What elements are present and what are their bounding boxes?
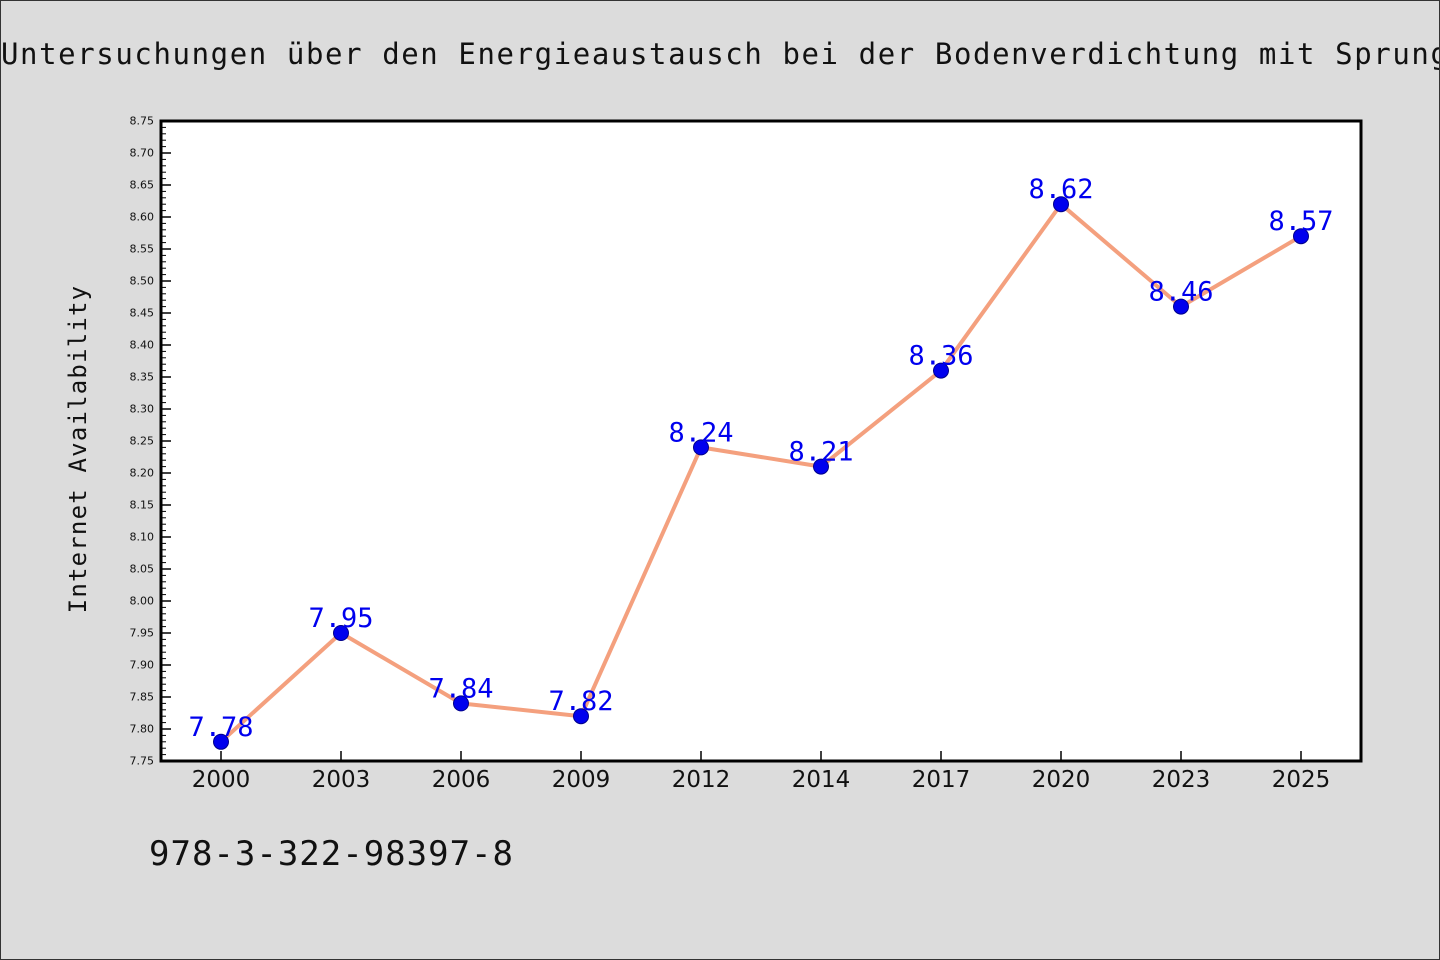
y-tick-label: 8.60 xyxy=(130,211,155,224)
y-tick-label: 8.20 xyxy=(130,467,155,480)
data-point xyxy=(213,733,229,750)
data-point xyxy=(1053,196,1069,213)
x-tick-label: 2020 xyxy=(1032,767,1091,793)
data-point xyxy=(333,625,349,641)
x-tick-label: 2000 xyxy=(192,767,251,793)
y-tick-label: 8.65 xyxy=(130,179,155,192)
x-tick-label: 2009 xyxy=(552,767,611,793)
y-tick-label: 8.10 xyxy=(130,531,155,544)
x-tick-label: 2006 xyxy=(432,767,491,793)
data-point xyxy=(1293,228,1309,245)
data-point xyxy=(453,695,469,712)
y-tick-label: 8.05 xyxy=(130,563,155,576)
data-point xyxy=(573,708,589,725)
data-label: 7.78 xyxy=(188,712,253,743)
x-axis-ticks: 2000 2003 2006 2009 2012 2014 2017 2020 2023 2025 xyxy=(192,751,1331,793)
x-tick-label: 2025 xyxy=(1272,767,1331,793)
data-label: 8.21 xyxy=(788,437,853,468)
y-tick-label: 8.15 xyxy=(130,499,155,512)
y-tick-label: 8.30 xyxy=(130,403,155,416)
plot-area xyxy=(161,121,1361,761)
y-tick-label: 7.85 xyxy=(130,691,155,704)
y-tick-label: 8.45 xyxy=(130,307,155,320)
data-labels: 7.78 7.95 7.84 7.82 8.24 8.21 8.36 8.62 8.46 8.57 xyxy=(188,174,1333,743)
footer-code: 978-3-322-98397-8 xyxy=(149,834,514,874)
y-tick-label: 8.00 xyxy=(130,595,155,608)
x-tick-label: 2023 xyxy=(1152,767,1211,793)
data-label: 8.36 xyxy=(908,341,973,372)
y-tick-label: 7.75 xyxy=(130,755,155,768)
y-tick-label: 7.90 xyxy=(130,659,155,672)
data-point xyxy=(1173,298,1189,315)
series-line xyxy=(219,202,1303,744)
data-point xyxy=(933,362,949,379)
y-tick-label: 7.95 xyxy=(130,627,155,640)
data-point xyxy=(813,458,829,475)
y-axis-label: Internet Availability xyxy=(64,285,92,614)
x-tick-label: 2017 xyxy=(912,767,971,793)
x-tick-label: 2012 xyxy=(672,767,731,793)
data-label: 7.84 xyxy=(428,673,493,704)
x-tick-label: 2014 xyxy=(792,767,851,793)
y-axis-ticks: 7.75 7.80 7.85 7.90 7.95 8.00 8.05 8.10 8.15 8.20… xyxy=(130,115,171,768)
y-tick-label: 8.70 xyxy=(130,147,155,160)
y-tick-label: 7.80 xyxy=(130,723,155,736)
y-tick-label: 8.35 xyxy=(130,371,155,384)
x-tick-label: 2003 xyxy=(312,767,371,793)
data-point xyxy=(693,439,709,456)
y-tick-label: 8.40 xyxy=(130,339,155,352)
data-label: 8.57 xyxy=(1268,206,1333,237)
plot-frame xyxy=(159,119,1363,763)
chart-title: Untersuchungen über den Energieaustausch… xyxy=(1,37,1440,71)
data-label: 7.82 xyxy=(548,686,613,717)
data-markers xyxy=(213,196,1309,750)
data-label: 8.62 xyxy=(1028,174,1093,205)
y-tick-label: 8.25 xyxy=(130,435,155,448)
data-label: 8.46 xyxy=(1148,277,1213,308)
y-tick-label: 8.50 xyxy=(130,275,155,288)
data-label: 8.24 xyxy=(668,417,733,448)
data-label: 7.95 xyxy=(308,603,373,634)
y-tick-label: 8.55 xyxy=(130,243,155,256)
y-tick-label: 8.75 xyxy=(130,115,155,128)
